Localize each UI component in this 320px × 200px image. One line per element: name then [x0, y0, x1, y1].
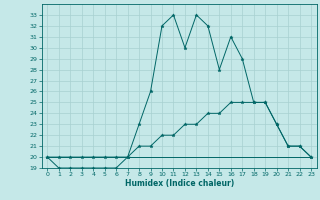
X-axis label: Humidex (Indice chaleur): Humidex (Indice chaleur)	[124, 179, 234, 188]
